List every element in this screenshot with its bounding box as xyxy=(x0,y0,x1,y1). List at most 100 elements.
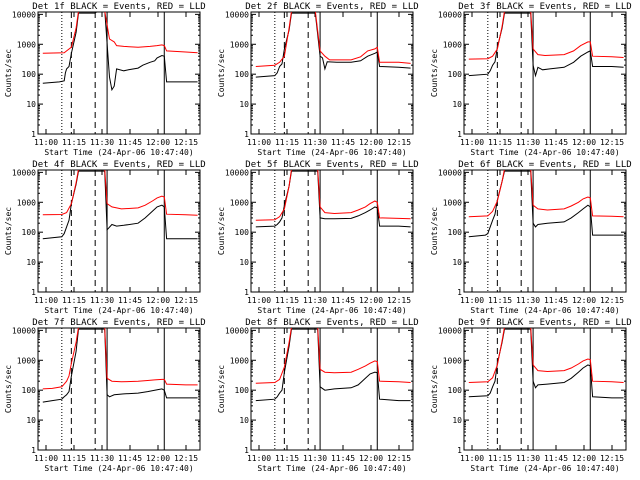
y-tick-label: 10000 xyxy=(438,326,462,335)
x-tick-label: 11:00 xyxy=(34,454,58,463)
events-series-line xyxy=(42,170,198,240)
x-tick-label: 12:15 xyxy=(174,138,198,147)
y-tick-label: 1000 xyxy=(17,40,36,49)
x-axis-label: Start Time (24-Apr-06 10:47:40) xyxy=(44,464,193,473)
y-tick-label: 1 xyxy=(31,446,36,455)
y-tick-label: 1 xyxy=(457,446,462,455)
y-tick-label: 100 xyxy=(22,228,37,237)
x-tick-label: 12:15 xyxy=(174,296,198,305)
events-series-line xyxy=(42,12,198,92)
x-tick-label: 12:00 xyxy=(572,454,596,463)
y-tick-label: 1000 xyxy=(230,40,249,49)
x-tick-label: 11:30 xyxy=(90,454,114,463)
y-tick-label: 100 xyxy=(235,228,250,237)
plot-frame xyxy=(37,169,201,293)
x-tick-label: 11:15 xyxy=(275,138,299,147)
y-tick-label: 10 xyxy=(26,258,36,267)
x-axis-label: Start Time (24-Apr-06 10:47:40) xyxy=(257,306,406,315)
chart-panel: Det 1f BLACK = Events, RED = LLD Counts/s… xyxy=(4,2,206,157)
plot-frame xyxy=(463,327,627,451)
y-tick-label: 10000 xyxy=(438,168,462,177)
x-tick-label: 12:00 xyxy=(146,454,170,463)
x-tick-label: 12:00 xyxy=(359,454,383,463)
chart-title: Det 6f BLACK = Events, RED = LLD xyxy=(458,160,631,170)
chart-title: Det 5f BLACK = Events, RED = LLD xyxy=(245,160,418,170)
x-axis-label: Start Time (24-Apr-06 10:47:40) xyxy=(470,464,619,473)
x-tick-label: 11:30 xyxy=(90,138,114,147)
events-series-line xyxy=(42,328,198,403)
y-tick-label: 10 xyxy=(452,100,462,109)
chart-title: Det 1f BLACK = Events, RED = LLD xyxy=(32,2,205,12)
x-tick-label: 11:30 xyxy=(516,138,540,147)
y-tick-label: 10 xyxy=(26,100,36,109)
x-tick-label: 11:45 xyxy=(118,454,142,463)
x-tick-label: 12:15 xyxy=(600,138,624,147)
y-tick-label: 10 xyxy=(452,258,462,267)
chart-panel: Det 7f BLACK = Events, RED = LLD Counts/s… xyxy=(4,318,206,473)
y-tick-label: 10 xyxy=(452,416,462,425)
chart-title: Det 2f BLACK = Events, RED = LLD xyxy=(245,2,418,12)
y-tick-label: 10 xyxy=(26,416,36,425)
x-tick-label: 11:45 xyxy=(331,454,355,463)
y-axis-label: Counts/sec xyxy=(217,49,226,97)
plot-frame xyxy=(250,327,414,451)
x-tick-label: 11:45 xyxy=(544,454,568,463)
x-tick-label: 11:00 xyxy=(460,454,484,463)
y-tick-label: 10000 xyxy=(438,10,462,19)
plot-frame xyxy=(37,327,201,451)
chart-panel: Det 9f BLACK = Events, RED = LLD Counts/s… xyxy=(430,318,632,473)
x-tick-label: 11:45 xyxy=(544,138,568,147)
x-tick-label: 11:15 xyxy=(488,138,512,147)
x-tick-label: 11:15 xyxy=(488,296,512,305)
x-tick-label: 11:00 xyxy=(460,138,484,147)
chart-title: Det 3f BLACK = Events, RED = LLD xyxy=(458,2,631,12)
lld-series-line xyxy=(255,170,411,221)
chart-title: Det 4f BLACK = Events, RED = LLD xyxy=(32,160,205,170)
y-tick-label: 100 xyxy=(235,386,250,395)
x-tick-label: 11:30 xyxy=(90,296,114,305)
y-tick-label: 1000 xyxy=(443,40,462,49)
y-tick-label: 100 xyxy=(448,228,463,237)
x-tick-label: 11:30 xyxy=(303,454,327,463)
x-tick-label: 11:45 xyxy=(544,296,568,305)
events-series-line xyxy=(255,12,411,78)
chart-panel: Det 4f BLACK = Events, RED = LLD Counts/s… xyxy=(4,160,206,315)
lld-series-line xyxy=(255,12,411,67)
plot-frame xyxy=(250,169,414,293)
events-series-line xyxy=(468,170,624,238)
y-tick-label: 100 xyxy=(448,386,463,395)
y-tick-label: 1 xyxy=(244,130,249,139)
y-axis-label: Counts/sec xyxy=(4,365,13,413)
y-tick-label: 10 xyxy=(239,100,249,109)
lld-series-line xyxy=(468,328,624,383)
x-tick-label: 12:00 xyxy=(146,138,170,147)
x-tick-label: 12:15 xyxy=(600,454,624,463)
y-tick-label: 10000 xyxy=(12,10,36,19)
y-tick-label: 10000 xyxy=(12,168,36,177)
chart-title: Det 7f BLACK = Events, RED = LLD xyxy=(32,318,205,328)
x-tick-label: 11:45 xyxy=(331,138,355,147)
plot-frame xyxy=(463,11,627,135)
y-axis-label: Counts/sec xyxy=(430,207,439,255)
x-axis-label: Start Time (24-Apr-06 10:47:40) xyxy=(257,148,406,157)
lld-series-line xyxy=(468,12,624,60)
chart-title: Det 8f BLACK = Events, RED = LLD xyxy=(245,318,418,328)
x-axis-label: Start Time (24-Apr-06 10:47:40) xyxy=(470,306,619,315)
y-tick-label: 1000 xyxy=(17,356,36,365)
y-tick-label: 1000 xyxy=(230,356,249,365)
x-tick-label: 12:15 xyxy=(600,296,624,305)
y-tick-label: 10000 xyxy=(12,326,36,335)
x-tick-label: 11:45 xyxy=(118,296,142,305)
x-tick-label: 12:00 xyxy=(572,138,596,147)
x-tick-label: 11:15 xyxy=(62,296,86,305)
y-axis-label: Counts/sec xyxy=(217,365,226,413)
y-tick-label: 100 xyxy=(22,386,37,395)
x-tick-label: 12:00 xyxy=(359,296,383,305)
plot-frame xyxy=(37,11,201,135)
x-axis-label: Start Time (24-Apr-06 10:47:40) xyxy=(44,148,193,157)
events-series-line xyxy=(468,12,624,78)
plot-frame xyxy=(250,11,414,135)
y-tick-label: 100 xyxy=(235,70,250,79)
